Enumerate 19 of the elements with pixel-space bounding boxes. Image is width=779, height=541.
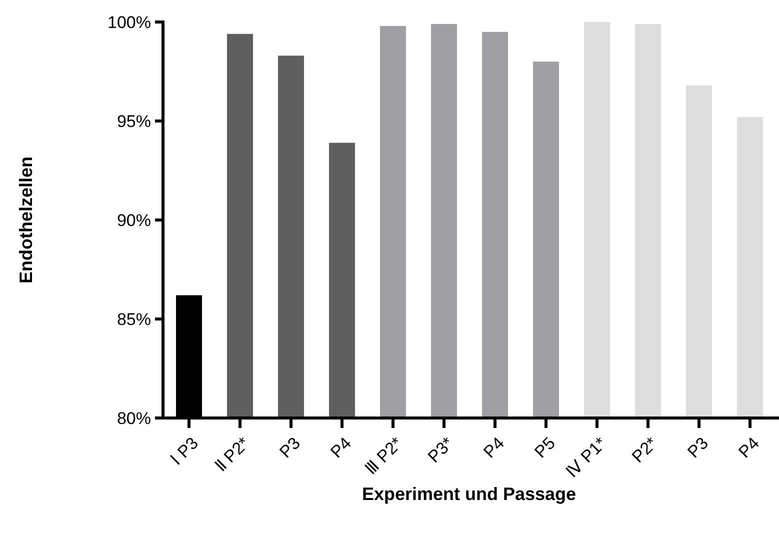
x-tick-label: P5 [530, 434, 560, 462]
x-tick-label: Ⅱ P2* [211, 433, 254, 476]
x-tick-label: P4 [326, 434, 356, 462]
x-tick-label: Ⅳ P1* [562, 433, 610, 482]
y-tick-label: 80% [116, 408, 151, 428]
x-tick-label: P4 [480, 434, 508, 462]
x-tick-label: Ⅰ P3 [167, 434, 202, 469]
y-tick-label: 100% [108, 12, 151, 32]
y-tick-label: 85% [116, 310, 151, 329]
y-axis-title: Endothelzellen [16, 156, 36, 284]
x-tick-label: P2* [628, 433, 662, 466]
y-tick-label: 95% [116, 112, 151, 131]
x-tick-label: P3 [684, 434, 712, 462]
x-tick-label: P3 [276, 434, 304, 462]
y-tick-label: 90% [116, 210, 151, 230]
x-axis-title: Experiment und Passage [362, 484, 576, 504]
x-tick-label: P3* [424, 433, 458, 466]
x-tick-label: P4 [734, 434, 764, 462]
x-tick-label: Ⅲ P2* [361, 433, 406, 478]
